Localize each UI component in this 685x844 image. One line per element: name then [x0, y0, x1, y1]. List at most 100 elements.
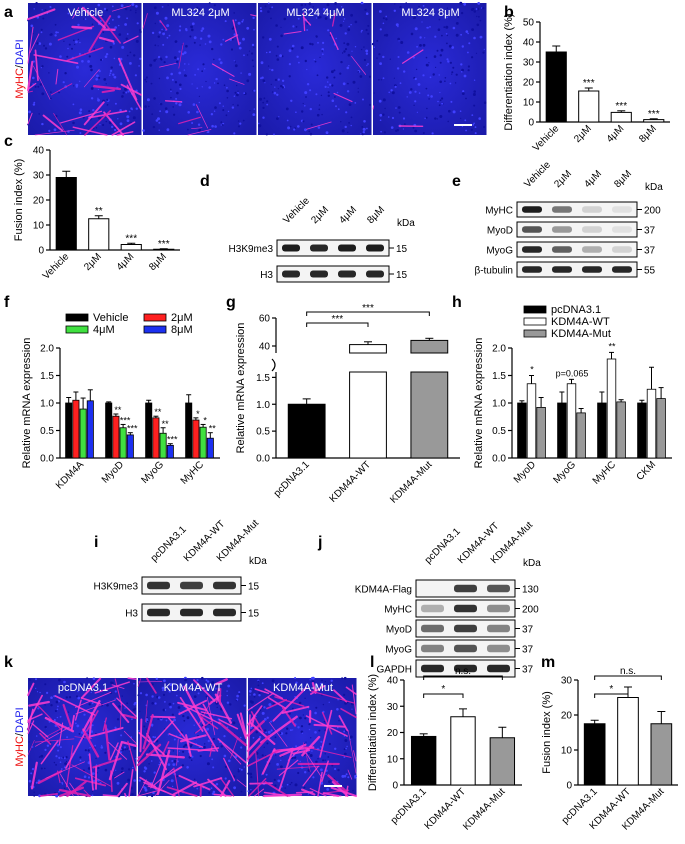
nucleus	[174, 81, 178, 84]
nucleus	[275, 754, 277, 756]
myotube	[301, 788, 316, 796]
nucleus	[346, 90, 350, 93]
nucleus	[360, 1, 364, 5]
myotube	[207, 778, 227, 797]
nucleus	[71, 47, 73, 50]
nucleus	[243, 704, 246, 707]
nucleus	[350, 13, 353, 17]
nucleus	[436, 49, 439, 52]
nucleus	[258, 691, 261, 695]
nucleus	[157, 55, 161, 59]
nucleus	[87, 732, 90, 735]
nucleus	[108, 121, 112, 125]
nucleus	[343, 752, 347, 756]
nucleus	[249, 772, 253, 776]
x-tick-label: KDM4A	[54, 459, 86, 491]
nucleus	[234, 19, 237, 22]
nucleus	[179, 87, 182, 90]
nucleus	[455, 33, 459, 37]
nucleus	[312, 6, 315, 8]
nucleus	[414, 27, 418, 31]
nucleus	[433, 55, 437, 58]
nucleus	[382, 55, 385, 59]
nucleus	[152, 125, 156, 129]
nucleus	[226, 701, 230, 704]
myotube	[278, 750, 294, 792]
nucleus	[88, 703, 91, 706]
nucleus	[215, 783, 219, 786]
nucleus	[198, 9, 200, 11]
nucleus	[427, 94, 430, 97]
nucleus	[378, 99, 382, 103]
nucleus	[57, 749, 60, 752]
nucleus	[178, 71, 182, 75]
nucleus	[200, 29, 203, 32]
nucleus	[176, 60, 179, 63]
myotube	[74, 777, 107, 787]
nucleus	[157, 45, 159, 47]
nucleus	[237, 90, 239, 92]
nucleus	[155, 119, 159, 122]
nucleus	[463, 2, 467, 6]
nucleus	[306, 68, 308, 71]
y-tick-label: 30	[561, 676, 573, 687]
nucleus	[153, 6, 157, 10]
nucleus	[226, 690, 228, 692]
kda-value: 15	[396, 270, 408, 281]
nucleus	[98, 116, 101, 120]
nucleus	[208, 86, 211, 89]
nucleus	[71, 28, 73, 30]
nucleus	[143, 770, 146, 773]
nucleus	[240, 768, 243, 771]
nucleus	[444, 80, 446, 82]
nucleus	[62, 81, 65, 84]
nucleus	[167, 734, 169, 736]
nucleus	[58, 91, 61, 94]
comparison-label: n.s.	[620, 666, 636, 677]
y-axis-label: Differentiation index (%)	[367, 674, 379, 791]
myotube	[114, 678, 122, 705]
y-tick-label: 20	[387, 728, 399, 739]
legend-swatch	[65, 325, 89, 334]
bar	[576, 412, 586, 459]
nucleus	[213, 58, 215, 61]
nucleus	[321, 50, 324, 52]
nucleus	[467, 69, 470, 72]
nucleus	[178, 50, 181, 53]
nucleus	[170, 90, 172, 93]
bar	[287, 403, 326, 459]
significance: **	[209, 424, 217, 434]
micrograph-title: KDM4A-WT	[164, 682, 223, 694]
myotube	[55, 68, 59, 85]
nucleus	[261, 711, 265, 715]
legend-label: 4μM	[93, 324, 115, 336]
nucleus	[206, 680, 210, 683]
nucleus	[121, 95, 124, 98]
lane-label: 2μM	[552, 168, 574, 190]
protein-band	[421, 664, 444, 673]
nucleus	[337, 108, 340, 111]
comparison-label: *	[609, 684, 613, 695]
nucleus	[153, 771, 156, 774]
nucleus	[165, 719, 168, 722]
nucleus	[300, 46, 304, 50]
nucleus	[397, 56, 400, 58]
legend-label: KDM4A-Mut	[551, 328, 611, 340]
nucleus	[435, 66, 437, 68]
nucleus	[437, 28, 441, 32]
nucleus	[361, 132, 364, 136]
myotube	[137, 779, 147, 797]
myotube	[215, 688, 220, 704]
nucleus	[175, 12, 177, 15]
nucleus	[44, 725, 47, 729]
myotube	[150, 762, 162, 789]
nucleus	[173, 113, 176, 116]
myotube	[254, 788, 265, 797]
nucleus	[385, 15, 388, 18]
myotube	[229, 78, 245, 85]
nucleus	[298, 61, 300, 64]
nucleus	[324, 85, 327, 88]
protein-band	[552, 266, 572, 273]
bar	[616, 401, 626, 459]
nucleus	[104, 768, 108, 772]
